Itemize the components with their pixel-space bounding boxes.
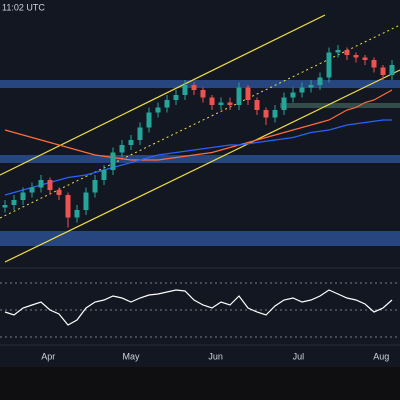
candle-body xyxy=(227,102,233,105)
candle-body xyxy=(110,152,116,170)
candle-body xyxy=(101,170,107,180)
candle-body xyxy=(200,90,206,98)
candle-body xyxy=(218,102,224,105)
x-tick-label: Aug xyxy=(373,351,389,361)
footer xyxy=(0,367,400,400)
candle-body xyxy=(236,87,242,105)
candle-body xyxy=(74,210,80,218)
channel-lower xyxy=(4,69,400,263)
candle-body xyxy=(38,180,44,188)
channel-mid xyxy=(0,24,400,219)
candle-body xyxy=(155,107,161,113)
rsi-line xyxy=(4,289,393,326)
candle-body xyxy=(173,95,179,100)
candle-body xyxy=(299,87,305,93)
candle-body xyxy=(263,110,269,118)
moving-average xyxy=(4,119,392,196)
candle-body xyxy=(83,192,89,210)
candle-body xyxy=(182,85,188,95)
support-zone xyxy=(0,155,400,163)
x-tick-label: Jul xyxy=(293,351,305,361)
candle-body xyxy=(326,52,332,78)
candle-body xyxy=(308,85,314,88)
candle-body xyxy=(137,127,143,140)
candle-body xyxy=(344,50,350,55)
candle-body xyxy=(281,97,287,110)
candle-body xyxy=(209,97,215,105)
candle-body xyxy=(47,180,53,190)
x-axis-strip xyxy=(0,345,400,367)
channel-upper xyxy=(0,14,326,176)
candle-body xyxy=(353,55,359,58)
candle-body xyxy=(254,100,260,110)
candle-body xyxy=(65,195,71,218)
candle-body xyxy=(290,92,296,98)
candle-body xyxy=(389,65,395,75)
support-zone xyxy=(0,231,400,246)
candle-body xyxy=(335,50,341,53)
candle-body xyxy=(2,205,8,208)
candle-body xyxy=(11,200,17,205)
zone xyxy=(280,103,400,108)
candle-body xyxy=(128,140,134,145)
candle-body xyxy=(191,85,197,90)
candle-body xyxy=(119,145,125,153)
candle-body xyxy=(164,100,170,108)
candle-body xyxy=(317,77,323,85)
candle-body xyxy=(380,67,386,75)
x-tick-label: Jun xyxy=(208,351,223,361)
candle-body xyxy=(20,192,26,200)
candle-body xyxy=(92,180,98,193)
x-tick-label: May xyxy=(122,351,140,361)
moving-average xyxy=(4,89,393,161)
candle-body xyxy=(29,187,35,193)
candle-body xyxy=(146,112,152,128)
x-tick-label: Apr xyxy=(41,351,55,361)
candle-body xyxy=(245,87,251,100)
plot-background xyxy=(0,0,400,345)
candle-body xyxy=(371,60,377,68)
candle-body xyxy=(272,110,278,118)
candle-body xyxy=(56,190,62,195)
time-label: 11:02 UTC xyxy=(2,2,45,12)
resistance-zone xyxy=(0,80,400,88)
candle-body xyxy=(362,57,368,60)
